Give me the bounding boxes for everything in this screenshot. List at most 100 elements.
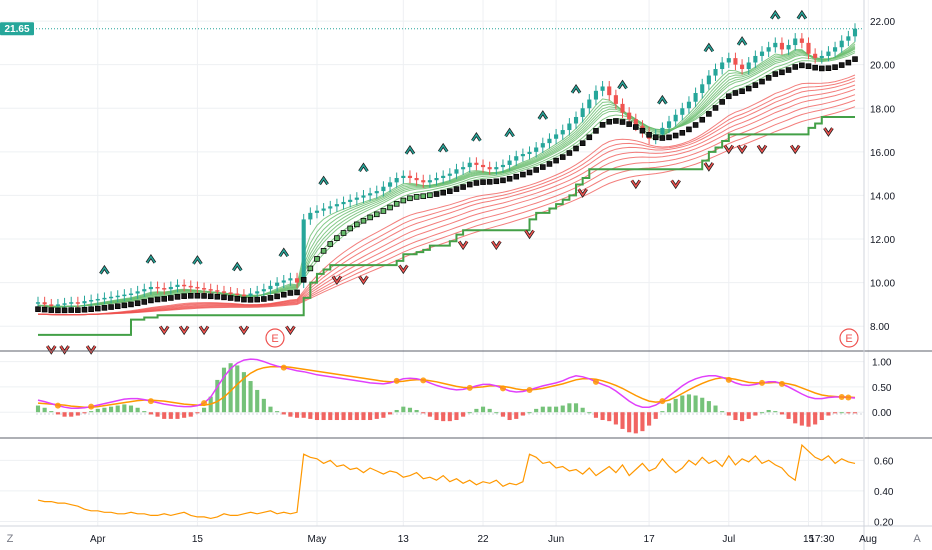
trend-marker bbox=[234, 295, 241, 302]
trend-marker bbox=[745, 85, 752, 92]
candle-body bbox=[467, 162, 472, 168]
lower-axis-ticks[interactable]: 0.60 0.40 0.20 bbox=[874, 456, 894, 528]
slow-ma-line bbox=[37, 74, 856, 316]
trend-marker bbox=[679, 130, 686, 136]
trend-marker bbox=[241, 296, 247, 303]
histogram-bar bbox=[407, 407, 413, 413]
candle-body bbox=[773, 42, 778, 48]
candle-body bbox=[540, 143, 545, 148]
candle-body bbox=[700, 84, 705, 93]
candle-body bbox=[673, 114, 678, 122]
candle-body bbox=[753, 55, 758, 63]
histogram-bar bbox=[666, 403, 672, 413]
candle-body bbox=[195, 286, 200, 289]
trend-marker bbox=[68, 307, 75, 313]
price-pane[interactable]: E E bbox=[35, 9, 859, 355]
trend-marker bbox=[765, 75, 772, 81]
candle-body bbox=[381, 186, 386, 192]
time-tick-label: 22 bbox=[477, 534, 489, 545]
lower-indicator-pane[interactable] bbox=[37, 443, 856, 520]
histogram-bar bbox=[467, 412, 472, 414]
price-tick-label: 14.00 bbox=[870, 191, 895, 202]
down-signal-icon bbox=[458, 241, 468, 249]
candle-body bbox=[288, 278, 293, 281]
trend-marker bbox=[732, 90, 739, 96]
histogram-bar bbox=[726, 412, 731, 416]
candle-body bbox=[826, 51, 831, 56]
time-tick-label: Jul bbox=[722, 534, 735, 545]
oscillator-tick-label: 1.00 bbox=[872, 358, 892, 369]
histogram-bar bbox=[806, 412, 811, 427]
down-signal-icon bbox=[631, 180, 641, 188]
histogram-bar bbox=[593, 412, 599, 418]
histogram-bar bbox=[434, 412, 439, 421]
candle-body bbox=[846, 36, 851, 41]
histogram-bar bbox=[713, 405, 718, 413]
trend-marker bbox=[108, 304, 114, 310]
histogram-bar bbox=[833, 412, 838, 414]
trend-marker bbox=[254, 296, 260, 303]
trend-marker bbox=[393, 201, 400, 207]
crossover-dot bbox=[466, 384, 473, 391]
candle-body bbox=[487, 167, 492, 170]
trend-marker bbox=[187, 293, 194, 299]
trend-markers bbox=[35, 56, 858, 314]
trend-marker bbox=[400, 197, 407, 204]
axis-corner-right[interactable]: A bbox=[913, 533, 921, 545]
earnings-marker-jul[interactable]: E bbox=[839, 328, 859, 348]
candle-body bbox=[733, 58, 738, 65]
macd-line bbox=[37, 358, 856, 409]
crossover-dot bbox=[280, 364, 287, 371]
down-signal-icon bbox=[724, 145, 734, 153]
candle-body bbox=[693, 93, 698, 102]
histogram-bar bbox=[786, 412, 791, 419]
candle-body bbox=[580, 108, 585, 117]
histogram-bar bbox=[620, 412, 625, 429]
trend-marker bbox=[599, 122, 606, 128]
trend-marker bbox=[307, 265, 314, 272]
trend-marker bbox=[619, 119, 626, 125]
candle-body bbox=[686, 101, 692, 109]
histogram-bar bbox=[414, 409, 419, 413]
histogram-bar bbox=[314, 412, 320, 421]
trend-marker bbox=[94, 305, 101, 312]
candle-body bbox=[115, 295, 120, 298]
trend-marker bbox=[486, 179, 493, 185]
price-tick-label: 12.00 bbox=[870, 235, 895, 246]
candle-body bbox=[387, 182, 393, 187]
histogram-bar bbox=[846, 412, 851, 414]
candle-body bbox=[414, 178, 419, 181]
candle-body bbox=[587, 99, 592, 109]
histogram-bar bbox=[852, 412, 858, 414]
candle-body bbox=[314, 210, 320, 213]
crossover-dot bbox=[659, 398, 666, 405]
histogram-bar bbox=[759, 412, 765, 414]
candle-body bbox=[793, 38, 798, 46]
histogram-bar bbox=[188, 412, 193, 417]
oscillator-pane[interactable] bbox=[35, 358, 864, 434]
histogram-bar bbox=[95, 408, 100, 413]
up-signal-icon bbox=[99, 266, 110, 275]
candle-body bbox=[75, 302, 80, 304]
candle-body bbox=[241, 294, 246, 297]
earnings-marker-may[interactable]: E bbox=[265, 328, 285, 348]
trailing-stop-line bbox=[38, 115, 855, 336]
last-price-label: 21.65 bbox=[0, 22, 34, 36]
oscillator-axis-ticks[interactable]: 1.00 0.50 0.00 bbox=[872, 358, 892, 420]
histogram-bar bbox=[540, 406, 545, 413]
axis-corner-left[interactable]: Z bbox=[7, 533, 14, 545]
histogram-bar bbox=[368, 412, 373, 421]
trend-marker bbox=[579, 140, 586, 146]
time-tick-label: Aug bbox=[859, 534, 877, 545]
candle-body bbox=[221, 291, 227, 293]
histogram-bar bbox=[839, 412, 844, 414]
price-axis-ticks[interactable]: 8.00 10.00 12.00 14.00 16.00 18.00 20.00 22.00 bbox=[870, 17, 895, 333]
trend-marker bbox=[334, 235, 340, 241]
crossover-dot bbox=[499, 385, 506, 392]
crossover-dot bbox=[592, 378, 599, 385]
histogram-bar bbox=[461, 412, 466, 417]
up-signal-icon bbox=[571, 85, 581, 94]
up-signal-icon bbox=[438, 144, 448, 152]
candle-body bbox=[102, 297, 107, 300]
